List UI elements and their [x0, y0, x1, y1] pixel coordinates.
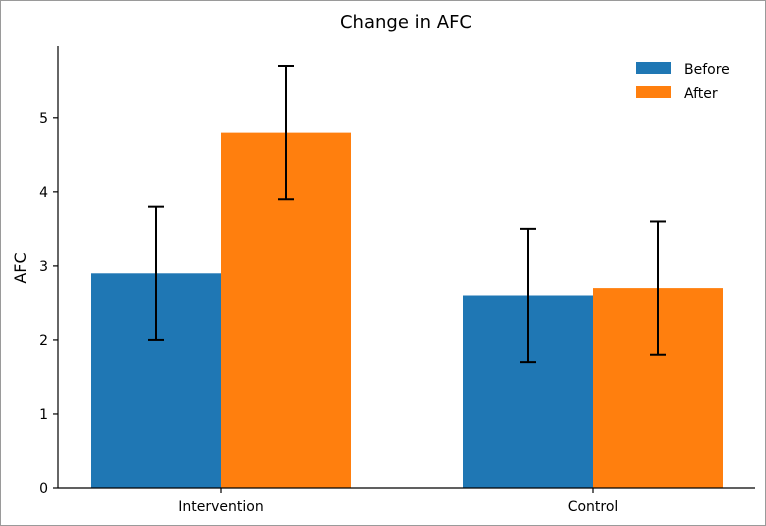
plot-area: 0 1 2 3 4 5 Intervention Control Before After	[39, 46, 755, 515]
x-tick-label: Control	[568, 499, 619, 515]
y-tick-label: 1	[39, 407, 48, 423]
legend-label-before: Before	[684, 62, 730, 78]
y-tick-label: 5	[39, 111, 48, 127]
y-axis-label: AFC	[11, 252, 30, 283]
y-tick-label: 0	[39, 481, 48, 497]
legend-swatch-before	[636, 62, 671, 74]
x-tick-label: Intervention	[178, 499, 263, 515]
chart-title: Change in AFC	[340, 12, 472, 33]
y-tick-label: 3	[39, 259, 48, 275]
y-tick-label: 2	[39, 333, 48, 349]
y-tick-label: 4	[39, 185, 48, 201]
legend-label-after: After	[684, 86, 718, 102]
legend-swatch-after	[636, 86, 671, 98]
